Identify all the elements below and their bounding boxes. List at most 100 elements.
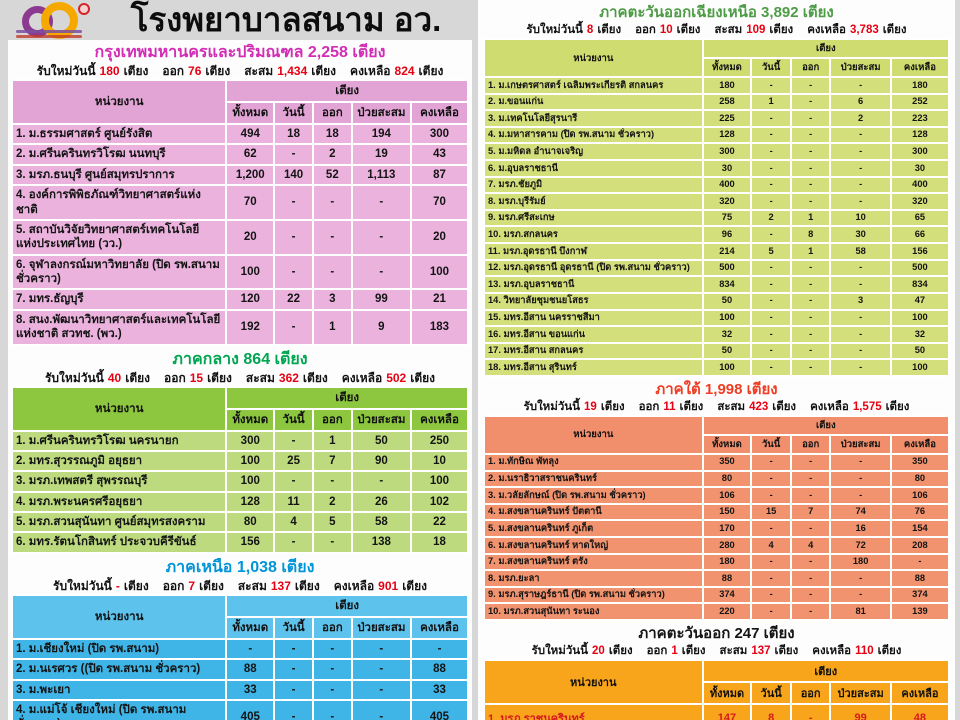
bed-value-cell: - <box>789 602 832 622</box>
org-column-header: หน่วยงาน <box>483 414 704 455</box>
column-header: ออก <box>311 615 353 640</box>
stat-group: คงเหลือ 1,575 เตียง <box>810 400 909 415</box>
bed-value-cell: 90 <box>350 449 412 473</box>
stat-value: 502 <box>386 370 407 385</box>
bed-value-cell: - <box>273 184 314 221</box>
bed-value-cell: 74 <box>829 502 892 522</box>
bed-value-cell: 48 <box>889 703 951 720</box>
column-header: คงเหลือ <box>889 681 951 706</box>
column-header: วันนี้ <box>750 681 792 706</box>
bed-value-cell: 3 <box>311 288 353 311</box>
stat-unit: เตียง <box>679 400 704 413</box>
stat-group: สะสม 423 เตียง <box>717 400 796 415</box>
stat-unit: เตียง <box>772 400 797 413</box>
bed-value-cell: - <box>750 341 792 361</box>
bed-value-cell: - <box>311 658 353 681</box>
column-header: ป่วยสะสม <box>350 407 412 432</box>
column-header: ป่วยสะสม <box>829 433 892 455</box>
bed-value-cell: 106 <box>889 486 951 505</box>
org-name-cell: 1. ม.ทักษิณ พัทลุง <box>483 452 704 472</box>
bed-value-cell: 70 <box>225 184 276 221</box>
stat-label: ออก <box>162 578 185 593</box>
bed-value-cell: 194 <box>350 122 412 146</box>
bed-value-cell: - <box>311 218 353 256</box>
bed-value-cell: 9 <box>350 308 412 346</box>
bed-value-cell: 100 <box>701 308 753 328</box>
org-name-cell: 1. ม.เชียงใหม่ (ปิด รพ.สนาม) <box>10 637 228 661</box>
bed-value-cell: - <box>789 552 832 572</box>
bed-value-cell: 500 <box>889 258 951 278</box>
bed-value-cell: 154 <box>889 519 951 538</box>
table-row: 2. ม.นราธิวาสราชนครินทร์ 80- - -80 <box>483 469 951 489</box>
bed-value-cell: - <box>829 585 892 605</box>
stat-value: 19 <box>584 400 597 413</box>
bed-value-cell: - <box>789 469 832 489</box>
stat-group: สะสม 362 เตียง <box>246 370 328 386</box>
bed-value-cell: - <box>789 76 832 95</box>
bed-value-cell: 80 <box>225 510 276 534</box>
bed-value-cell: 19 <box>350 143 412 166</box>
org-name-cell: 2. ม.นเรศวร ((ปิด รพ.สนาม ชั่วคราว) <box>10 658 228 681</box>
bed-value-cell: - <box>789 125 832 145</box>
region-table: หน่วยงาน เตียง ทั้งหมด วันนี้ ออก ป่วยสะสม คงเ… <box>483 414 951 622</box>
table-header: หน่วยงาน เตียง ทั้งหมด วันนี้ ออก ป่วยสะสม คงเ… <box>483 38 951 78</box>
bed-value-cell: 1 <box>789 208 832 228</box>
bed-value-cell: - <box>829 569 892 588</box>
bed-value-cell: - <box>750 486 792 505</box>
region-table: หน่วยงาน เตียง ทั้งหมด วันนี้ ออก ป่วยสะสม คงเ… <box>483 659 951 720</box>
bed-value-cell: 280 <box>701 536 753 555</box>
bed-value-cell: 18 <box>311 122 353 146</box>
bed-value-cell: 72 <box>829 536 892 555</box>
stat-value: 137 <box>270 578 291 593</box>
org-name-cell: 5. ม.สงขลานครินทร์ ภูเก็ต <box>483 519 704 538</box>
stat-group: รับใหม่วันนี้ 20 เตียง <box>532 644 633 659</box>
column-header: ออก <box>311 407 353 432</box>
stat-label: คงเหลือ <box>812 645 852 658</box>
column-header: ออก <box>789 433 832 455</box>
stat-value: 423 <box>749 400 769 413</box>
bed-value-cell: - <box>311 470 353 493</box>
stat-value: 901 <box>378 578 399 593</box>
org-column-header: หน่วยงาน <box>10 593 228 640</box>
stat-group: รับใหม่วันนี้ 180 เตียง <box>37 63 149 79</box>
bed-value-cell: 58 <box>350 510 412 534</box>
stat-unit: เตียง <box>676 24 701 36</box>
stat-value: 7 <box>188 578 196 593</box>
stat-group: คงเหลือ 3,783 เตียง <box>807 23 906 38</box>
bed-value-cell: - <box>789 175 832 195</box>
bed-value-cell: - <box>273 253 314 291</box>
bed-value-cell: 88 <box>701 569 753 588</box>
stat-label: รับใหม่วันนี้ <box>526 24 583 36</box>
bed-value-cell: 1,113 <box>350 163 412 187</box>
table-row: 10. มรภ.สวนสุนันทา ระนอง 220- -81 139 <box>483 602 951 622</box>
bed-value-cell: - <box>750 175 792 195</box>
stat-group: รับใหม่วันนี้ - เตียง <box>53 578 149 594</box>
bed-value-cell: - <box>789 308 832 328</box>
bed-value-cell: 33 <box>225 678 276 701</box>
bed-value-cell: 128 <box>225 490 276 514</box>
region-east: ภาคตะวันออก 247 เตียง รับใหม่วันนี้ 20 เตีย… <box>483 624 951 720</box>
bed-value-cell: - <box>750 452 792 472</box>
bed-value-cell: - <box>750 192 792 211</box>
stat-group: ออก 11 เตียง <box>639 400 704 415</box>
bed-value-cell: 21 <box>409 288 470 311</box>
beds-group-header: เตียง <box>701 414 951 436</box>
org-name-cell: 17. มทร.อีสาน สกลนคร <box>483 341 704 361</box>
bed-value-cell: 15 <box>750 502 792 522</box>
stat-unit: เตียง <box>418 64 444 78</box>
stat-unit: เตียง <box>205 64 231 78</box>
stat-value: 824 <box>394 64 415 78</box>
stat-label: สะสม <box>719 645 748 658</box>
stat-unit: เตียง <box>774 645 799 658</box>
bed-value-cell: 2 <box>750 208 792 228</box>
bed-value-cell: - <box>311 678 353 701</box>
bed-value-cell: 180 <box>701 76 753 95</box>
bed-value-cell: 350 <box>889 452 951 472</box>
bed-value-cell: 4 <box>273 510 314 534</box>
bed-value-cell: - <box>750 142 792 162</box>
bed-value-cell: 405 <box>409 698 470 720</box>
bed-value-cell: - <box>789 275 832 294</box>
bed-value-cell: - <box>829 258 892 278</box>
org-name-cell: 1. ม.ศรีนครินทรวิโรฒ นครนายก <box>10 429 228 452</box>
bed-value-cell: 80 <box>701 469 753 489</box>
